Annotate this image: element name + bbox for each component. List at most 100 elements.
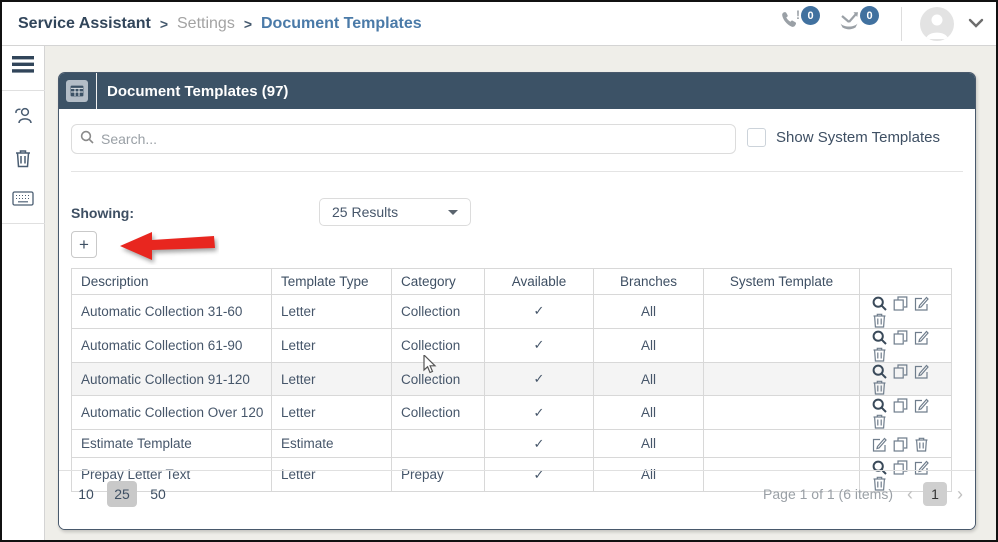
missed-calls-button[interactable]: 0 [836,6,879,39]
cell-system-template [703,294,860,329]
cell-category: Collection [391,361,485,397]
cell-branches: All [593,327,704,363]
templates-grid-icon [66,80,88,102]
page-size-50[interactable]: 50 [150,485,166,502]
table-row[interactable]: Estimate Template Estimate ✓ All [71,429,952,459]
cell-description: Automatic Collection 61-90 [71,327,272,363]
edit-icon[interactable] [911,295,932,312]
search-box [71,124,736,154]
previous-page-icon[interactable]: ‹ [907,483,913,504]
cell-available: ✓ [484,361,594,397]
copy-icon[interactable] [890,363,911,379]
sidebar-divider [2,90,45,91]
cell-category [391,429,485,459]
page-size-10[interactable]: 10 [78,485,94,502]
sidebar-item-customers[interactable] [13,95,34,138]
sidebar-item-recycle[interactable] [14,138,32,181]
delete-icon[interactable] [869,475,890,491]
system-templates-checkbox[interactable] [747,128,766,147]
sidebar-divider [2,223,45,224]
table-row[interactable]: Automatic Collection 91-120 Letter Collect… [71,361,952,397]
breadcrumb-settings[interactable]: Settings [177,14,235,32]
table-row[interactable]: Automatic Collection 31-60 Letter Collecti… [71,294,952,329]
column-header: Branches [593,268,704,295]
pagination-status: Page 1 of 1 (6 items) [763,485,893,502]
cell-actions [859,294,952,329]
cell-actions [859,327,952,363]
panel-footer: 10 25 50 Page 1 of 1 (6 items) ‹ 1 › [59,470,975,529]
delete-icon[interactable] [869,413,890,429]
trash-icon [14,150,32,172]
delete-icon[interactable] [911,436,932,452]
copy-icon[interactable] [890,436,911,452]
showing-label: Showing: [71,205,134,221]
table-header-row: Description Template Type Category Availabl… [71,268,952,295]
cell-description: Automatic Collection 31-60 [71,294,272,329]
missed-calls-icon [836,8,862,39]
results-dropdown-value: 25 Results [332,204,399,220]
cell-template-type: Letter [271,294,392,329]
copy-icon[interactable] [890,295,911,312]
delete-icon[interactable] [869,312,890,328]
results-per-page-dropdown[interactable]: 25 Results [319,198,471,226]
breadcrumb-separator-icon: > [243,15,252,32]
panel-header-divider [96,73,97,109]
search-input[interactable] [101,131,727,147]
search-icon[interactable] [869,363,890,379]
edit-icon[interactable] [911,329,932,345]
search-icon[interactable] [869,397,890,413]
user-silhouette-icon [926,14,948,39]
column-header: Description [71,268,272,295]
panel-title: Document Templates (97) [107,82,289,100]
copy-icon[interactable] [890,329,911,345]
breadcrumb-separator-icon: > [159,15,168,32]
search-icon[interactable] [869,329,890,345]
users-icon [13,107,34,129]
sidebar-item-keyboard[interactable] [12,181,34,219]
show-system-templates-toggle[interactable]: Show System Templates [747,128,940,147]
delete-icon[interactable] [869,346,890,362]
cell-actions [859,429,952,459]
cell-branches: All [593,294,704,329]
menu-toggle-button[interactable] [12,46,34,86]
cell-branches: All [593,429,704,459]
column-header: Category [391,268,485,295]
cell-system-template [703,395,860,431]
table-row[interactable]: Automatic Collection Over 120 Letter Colle… [71,395,952,431]
templates-table: Description Template Type Category Availabl… [71,268,952,493]
breadcrumb-app[interactable]: Service Assistant [18,14,151,32]
topbar-divider [901,6,902,41]
cell-category: Prepay [391,457,485,493]
hamburger-icon [12,56,34,77]
system-templates-label: Show System Templates [776,129,940,146]
chevron-down-icon[interactable] [968,15,984,33]
cell-template-type: Letter [271,327,392,363]
column-header: System Template [703,268,860,295]
search-icon[interactable] [869,295,890,312]
edit-icon[interactable] [911,397,932,413]
page-number-button[interactable]: 1 [923,481,947,506]
add-template-button[interactable]: + [71,231,97,258]
column-header: Template Type [271,268,392,295]
table-body: Automatic Collection 31-60 Letter Collecti… [71,294,952,493]
column-header [859,268,952,295]
cell-system-template [703,327,860,363]
cell-description: Prepay Letter Text [71,457,272,493]
cell-template-type: Letter [271,395,392,431]
avatar[interactable] [920,6,954,41]
copy-icon[interactable] [890,397,911,413]
edit-icon[interactable] [869,436,890,452]
table-row[interactable]: Automatic Collection 61-90 Letter Collecti… [71,327,952,363]
breadcrumb-page: Document Templates [261,14,422,32]
delete-icon[interactable] [869,380,890,396]
next-page-icon[interactable]: › [957,483,963,504]
edit-icon[interactable] [911,363,932,379]
page-size-25[interactable]: 25 [107,480,137,507]
phone-alert-button[interactable]: ! 0 [777,6,820,39]
cell-category: Collection [391,327,485,363]
cell-template-type: Estimate [271,429,392,459]
panel-header: Document Templates (97) [59,73,975,109]
table-row[interactable]: Prepay Letter Text Letter Prepay ✓ All [71,457,952,493]
cell-description: Automatic Collection 91-120 [71,361,272,397]
